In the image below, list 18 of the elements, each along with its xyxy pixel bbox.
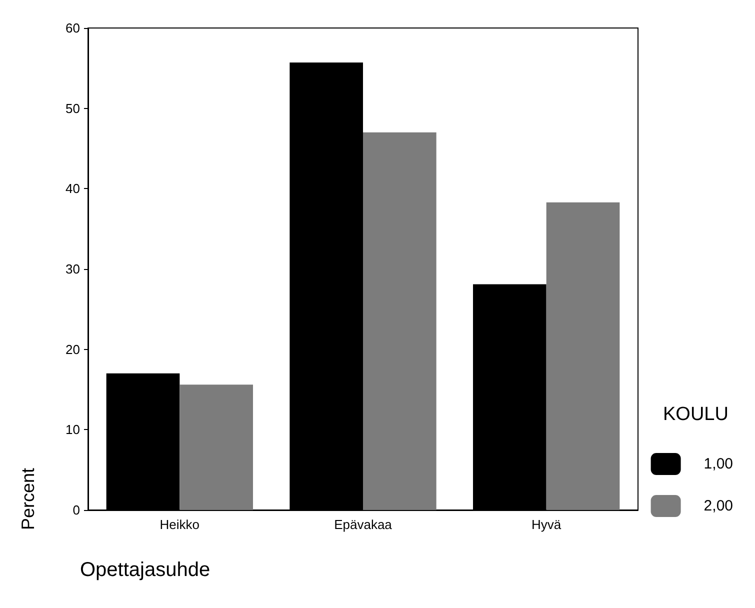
x-tick-label: Hyvä (532, 517, 562, 532)
y-tick-label: 50 (66, 100, 80, 116)
y-tick-label: 20 (66, 342, 80, 357)
legend-label: 2,00 (704, 498, 734, 514)
x-tick-label: Epävakaa (334, 517, 393, 532)
y-tick-label: 0 (72, 502, 80, 518)
bar (180, 384, 253, 510)
y-tick-label: 30 (66, 262, 80, 276)
y-tick-label: 60 (66, 20, 80, 36)
legend-title: KOULU (663, 404, 728, 425)
bar (363, 132, 436, 510)
y-tick-label: 10 (66, 422, 80, 438)
x-tick-label: Heikko (160, 517, 200, 532)
legend-label: 1,00 (704, 456, 734, 472)
x-axis-title: Opettajasuhde (80, 559, 210, 581)
bar (546, 202, 620, 510)
y-tick-label: 40 (66, 181, 80, 196)
y-axis-title: Percent (18, 468, 38, 530)
